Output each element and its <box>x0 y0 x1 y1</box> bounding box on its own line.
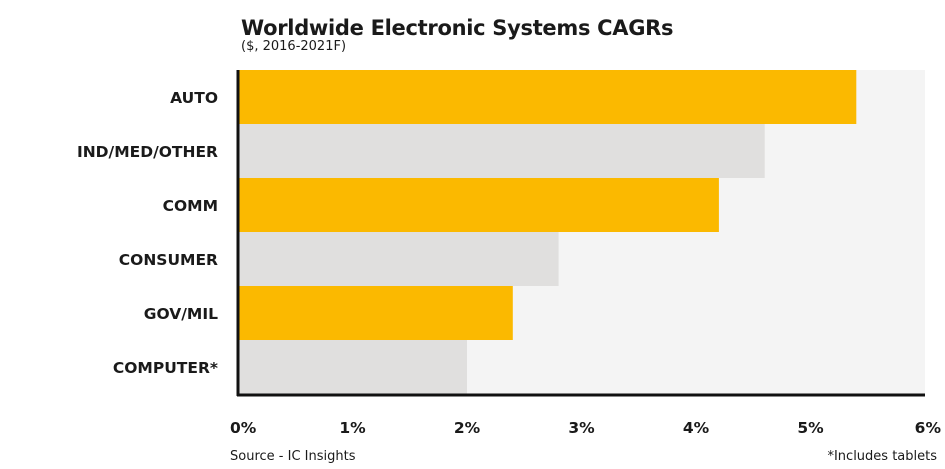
footnote: *Includes tablets <box>827 449 937 464</box>
bar-auto <box>238 70 857 124</box>
chart-title: Worldwide Electronic Systems CAGRs <box>241 16 674 40</box>
chart-subtitle: ($, 2016-2021F) <box>241 39 347 54</box>
x-tick-label: 5% <box>797 419 824 437</box>
category-label: CONSUMER <box>119 251 218 269</box>
category-label: GOV/MIL <box>144 305 218 323</box>
bar-consumer <box>238 232 559 286</box>
x-tick-label: 3% <box>568 419 595 437</box>
x-tick-label: 6% <box>915 419 942 437</box>
bar-gov-mil <box>238 286 513 340</box>
x-tick-label: 2% <box>454 419 481 437</box>
category-label: COMPUTER* <box>113 359 218 377</box>
category-label: AUTO <box>170 89 218 107</box>
category-label: COMM <box>163 197 218 215</box>
x-tick-label: 4% <box>683 419 710 437</box>
bar-computer <box>238 340 467 394</box>
bar-ind-med-other <box>238 124 765 178</box>
source-note: Source - IC Insights <box>230 449 356 464</box>
category-label: IND/MED/OTHER <box>77 143 218 161</box>
x-tick-label: 0% <box>230 419 257 437</box>
x-tick-label: 1% <box>339 419 366 437</box>
bar-comm <box>238 178 719 232</box>
